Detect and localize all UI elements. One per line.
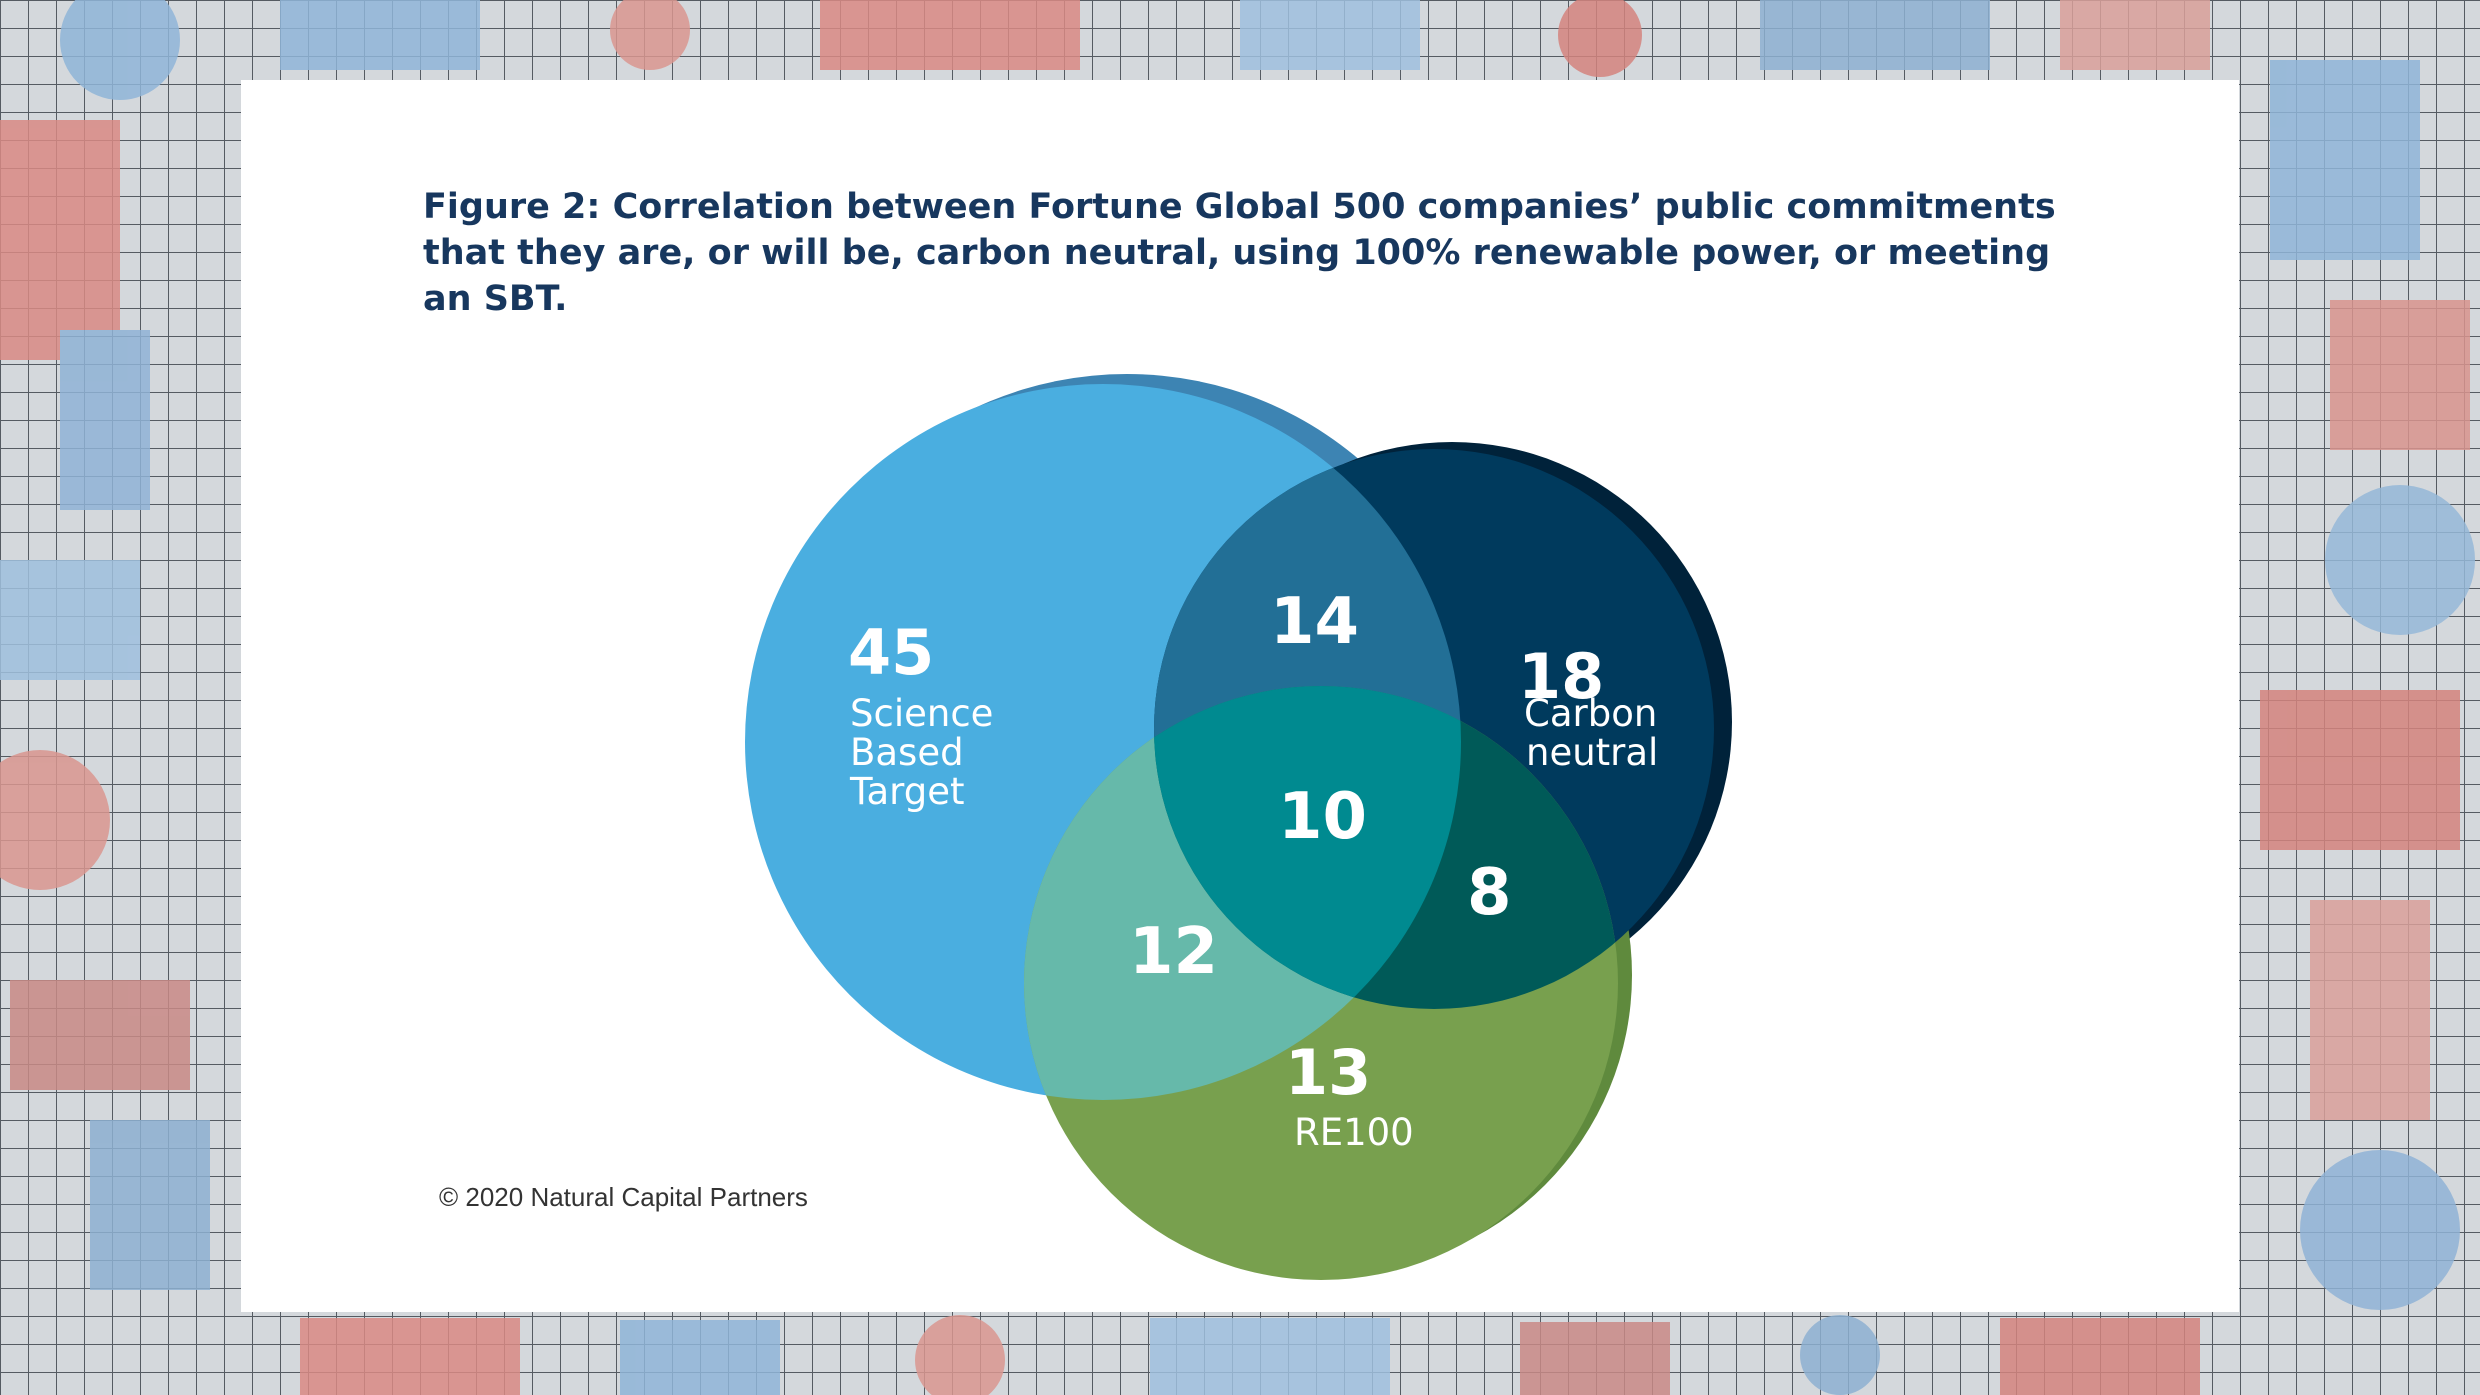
figure-title: Figure 2: Correlation between Fortune Gl… xyxy=(423,187,2056,319)
sbt-label-line-3: Target xyxy=(849,770,964,813)
sbt-label-line-2: Based xyxy=(850,731,964,774)
all-three-value: 10 xyxy=(1278,780,1367,854)
re100-value: 13 xyxy=(1285,1036,1371,1109)
copyright-credit: © 2020 Natural Capital Partners xyxy=(439,1182,808,1212)
venn-diagram: 45 Science Based Target 18 Carbon neutra… xyxy=(745,374,1732,1280)
carbon-neutral-label-line-2: neutral xyxy=(1526,731,1658,774)
carbon-neutral-value: 18 xyxy=(1518,640,1604,713)
sbt-re100-value: 12 xyxy=(1129,915,1218,989)
re100-label: RE100 xyxy=(1294,1111,1414,1154)
sbt-carbon-neutral-value: 14 xyxy=(1270,585,1359,659)
sbt-label-line-1: Science xyxy=(850,692,993,735)
carbon-neutral-label-line-1: Carbon xyxy=(1524,692,1657,735)
figure-card: Figure 2: Correlation between Fortune Gl… xyxy=(241,80,2239,1312)
carbon-neutral-re100-value: 8 xyxy=(1467,856,1512,930)
sbt-value: 45 xyxy=(848,616,934,689)
